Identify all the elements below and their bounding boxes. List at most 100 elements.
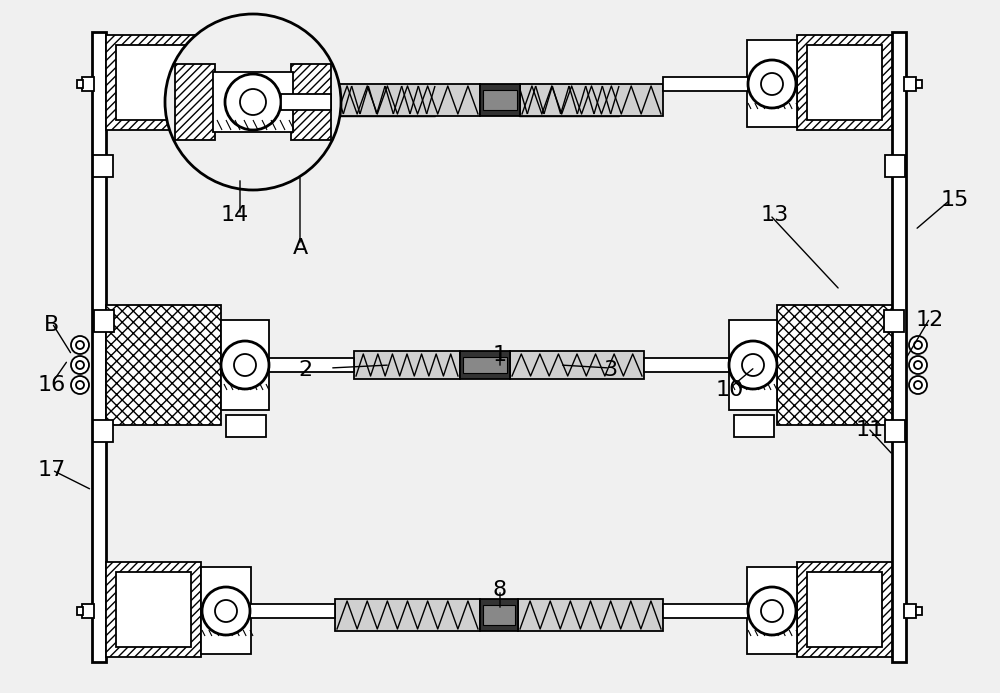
Bar [519,84,619,116]
Circle shape [909,376,927,394]
Bar [663,77,748,91]
Bar [291,64,331,140]
Circle shape [748,587,796,635]
Text: 13: 13 [761,205,789,225]
Bar [916,607,922,615]
Text: 8: 8 [493,580,507,600]
Bar [201,567,251,654]
Bar [734,415,774,437]
Bar [747,40,797,127]
Bar [281,94,331,110]
Bar [797,35,892,130]
Bar [224,323,266,407]
Circle shape [165,14,341,190]
Bar [93,420,113,442]
Text: 2: 2 [298,360,312,380]
Bar [201,40,251,127]
Text: 16: 16 [38,375,66,395]
Bar [520,84,663,116]
Circle shape [761,73,783,95]
Bar [884,310,904,332]
Circle shape [240,89,266,115]
Bar [106,35,201,130]
Circle shape [761,600,783,622]
Bar [750,43,794,124]
Bar [463,357,507,373]
Bar [204,43,248,124]
Bar [93,155,113,177]
Bar [116,572,191,647]
Circle shape [215,600,237,622]
Bar [797,562,892,657]
Circle shape [909,356,927,374]
Bar [106,562,201,657]
Bar [354,351,460,379]
Bar [480,84,520,116]
Text: 10: 10 [716,380,744,400]
Bar [480,599,518,631]
Circle shape [234,354,256,376]
Bar [335,84,435,116]
Bar [116,45,191,120]
Bar [481,86,519,114]
Bar [92,32,106,662]
Bar [77,607,83,615]
Circle shape [742,354,764,376]
Circle shape [215,73,237,95]
Bar [518,599,663,631]
Bar [777,305,892,425]
Circle shape [71,336,89,354]
Bar [204,570,248,651]
Circle shape [729,341,777,389]
Bar [175,64,215,140]
Bar [82,77,94,91]
Circle shape [76,381,84,389]
Circle shape [909,336,927,354]
Text: 3: 3 [603,360,617,380]
Circle shape [76,361,84,369]
Bar [885,420,905,442]
Text: 11: 11 [856,420,884,440]
Bar [644,358,729,372]
Circle shape [71,356,89,374]
Circle shape [76,341,84,349]
Circle shape [202,60,250,108]
Bar [77,80,83,88]
Bar [250,604,335,618]
Bar [904,77,916,91]
Bar [250,77,335,91]
Bar [510,351,644,379]
Bar [460,351,510,379]
Text: 15: 15 [941,190,969,210]
Bar [663,604,748,618]
Circle shape [748,60,796,108]
Text: 17: 17 [38,460,66,480]
Bar [106,305,221,425]
Circle shape [225,74,281,130]
Text: 1: 1 [493,345,507,365]
Text: B: B [44,315,60,335]
Text: 12: 12 [916,310,944,330]
Bar [892,32,906,662]
Bar [335,599,480,631]
Bar [807,572,882,647]
Bar [729,320,777,410]
Bar [226,415,266,437]
Bar [916,80,922,88]
Bar [807,45,882,120]
Text: 14: 14 [221,205,249,225]
Bar [732,323,774,407]
Bar [82,604,94,618]
Circle shape [71,376,89,394]
Circle shape [221,341,269,389]
Bar [94,310,114,332]
Text: A: A [292,238,308,258]
Circle shape [914,361,922,369]
Bar [885,155,905,177]
Circle shape [914,341,922,349]
Bar [335,84,480,116]
Bar [904,604,916,618]
Bar [483,605,515,625]
Bar [750,570,794,651]
Bar [747,567,797,654]
